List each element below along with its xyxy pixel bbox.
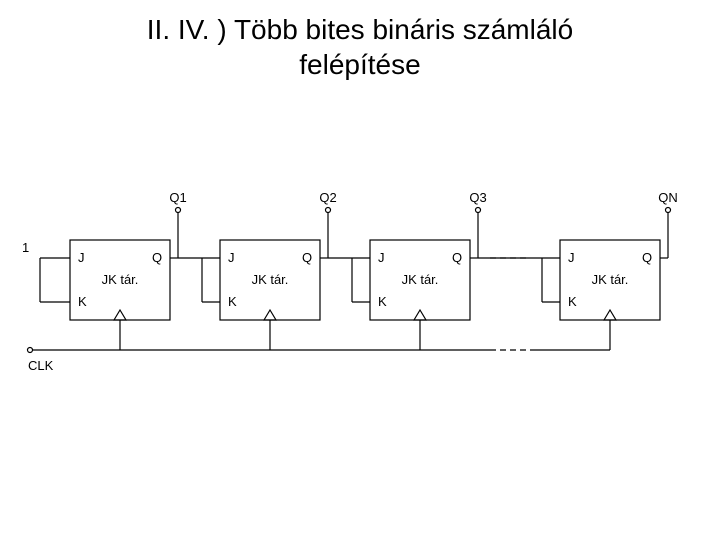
output-terminal — [326, 208, 331, 213]
clk-terminal — [28, 348, 33, 353]
j-port-label: J — [228, 250, 235, 265]
clk-label: CLK — [28, 358, 54, 373]
q-port-label: Q — [642, 250, 652, 265]
output-label: Q1 — [169, 190, 186, 205]
j-port-label: J — [568, 250, 575, 265]
k-port-label: K — [78, 294, 87, 309]
block-label: JK tár. — [402, 272, 439, 287]
output-terminal — [476, 208, 481, 213]
counter-diagram: JKQJK tár.Q1JKQJK tár.Q2JKQJK tár.Q3JKQJ… — [0, 0, 720, 540]
q-port-label: Q — [152, 250, 162, 265]
output-label: QN — [658, 190, 678, 205]
block-label: JK tár. — [102, 272, 139, 287]
output-label: Q2 — [319, 190, 336, 205]
j-port-label: J — [78, 250, 85, 265]
output-label: Q3 — [469, 190, 486, 205]
q-port-label: Q — [302, 250, 312, 265]
block-label: JK tár. — [592, 272, 629, 287]
q-port-label: Q — [452, 250, 462, 265]
logic-one-label: 1 — [22, 240, 29, 255]
j-port-label: J — [378, 250, 385, 265]
clock-triangle — [414, 310, 426, 320]
k-port-label: K — [378, 294, 387, 309]
clock-triangle — [114, 310, 126, 320]
output-terminal — [176, 208, 181, 213]
k-port-label: K — [568, 294, 577, 309]
clock-triangle — [264, 310, 276, 320]
output-terminal — [666, 208, 671, 213]
block-label: JK tár. — [252, 272, 289, 287]
k-port-label: K — [228, 294, 237, 309]
clock-triangle — [604, 310, 616, 320]
